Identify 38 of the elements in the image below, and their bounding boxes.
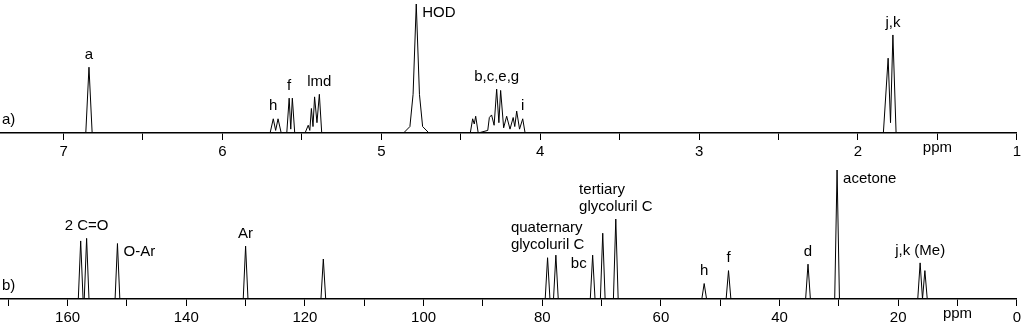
x-tick-label: 160 [55,308,81,326]
x-tick-label: 0 [1012,308,1021,326]
annotation: bc [570,253,588,271]
x-tick-label: 1 [1012,142,1021,160]
x-tick-label: 100 [411,308,437,326]
x-tick-label: 60 [652,308,670,326]
x-tick-label: 140 [173,308,199,326]
annotation: a) [2,110,16,128]
x-tick-label: 120 [292,308,318,326]
annotation: a [84,44,94,62]
x-tick-label: 4 [536,142,545,160]
annotation: b,c,e,g [474,66,520,84]
x-axis-title: ppm [942,303,973,321]
annotation: i [521,96,525,114]
annotation: j,k (Me) [894,240,946,258]
annotation: b) [2,276,16,294]
x-tick-label: 6 [218,142,227,160]
x-tick-label: 5 [377,142,386,160]
x-axis-title: ppm [922,137,952,155]
annotation: lmd [307,71,332,89]
annotation: h [269,96,278,114]
x-tick-label: 3 [694,142,704,160]
x-tick-label: 40 [771,308,788,326]
annotation: 2 C=O [64,216,109,234]
annotation: O-Ar [123,242,156,260]
x-tick-label: 7 [59,142,68,160]
annotation: f [287,75,293,93]
annotation: j,k [884,12,901,30]
x-tick-label: 80 [533,308,551,326]
annotation: HOD [422,2,456,20]
x-tick-label: 20 [889,308,907,326]
annotation: tertiary glycoluril C [579,179,653,214]
annotation: f [726,248,732,266]
annotation: d [803,241,813,259]
x-tick-label: 2 [853,142,863,160]
annotation: h [700,261,709,279]
annotation: Ar [238,223,254,241]
annotation: acetone [843,168,897,186]
